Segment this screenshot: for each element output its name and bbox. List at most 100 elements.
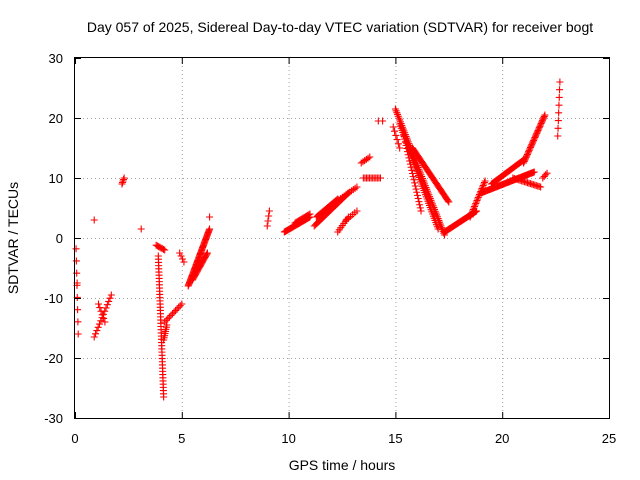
x-tick-label: 5 bbox=[178, 431, 185, 446]
data-point bbox=[263, 222, 271, 230]
y-axis-label: SDTVAR / TECUs bbox=[5, 182, 21, 294]
data-point bbox=[408, 166, 416, 174]
data-point bbox=[555, 93, 563, 101]
data-points bbox=[72, 78, 564, 401]
data-point bbox=[416, 201, 424, 209]
data-point bbox=[444, 197, 452, 205]
data-point bbox=[178, 300, 186, 308]
data-point bbox=[177, 252, 185, 260]
data-point bbox=[406, 157, 414, 165]
data-point bbox=[206, 213, 214, 221]
data-point bbox=[469, 207, 477, 215]
data-point bbox=[306, 210, 314, 218]
data-point bbox=[554, 124, 562, 132]
data-point bbox=[102, 304, 110, 312]
data-point bbox=[413, 188, 421, 196]
data-point bbox=[540, 112, 548, 120]
data-point bbox=[264, 217, 272, 225]
data-point bbox=[542, 171, 550, 179]
data-point bbox=[105, 297, 113, 305]
data-point bbox=[469, 206, 477, 213]
data-point bbox=[411, 182, 419, 190]
data-point bbox=[179, 255, 187, 263]
data-point bbox=[94, 300, 102, 308]
data-point bbox=[470, 204, 478, 212]
data-point bbox=[120, 174, 128, 182]
data-point bbox=[473, 197, 481, 204]
data-point bbox=[93, 327, 101, 335]
data-point bbox=[472, 200, 480, 207]
data-point bbox=[554, 117, 562, 125]
data-point bbox=[467, 210, 475, 218]
data-point bbox=[353, 183, 361, 191]
y-tick-label: 20 bbox=[49, 111, 63, 126]
tick-labels: 0 5 10 15 20 25 -30 -20 -10 0 10 20 30 bbox=[44, 51, 616, 446]
data-point bbox=[206, 225, 214, 233]
data-point bbox=[434, 225, 442, 233]
data-point bbox=[106, 294, 114, 302]
y-tick-label: -10 bbox=[44, 291, 63, 306]
data-point bbox=[406, 160, 414, 168]
data-point bbox=[74, 318, 82, 326]
data-point bbox=[161, 318, 169, 326]
x-tick-label: 10 bbox=[281, 431, 295, 446]
data-point bbox=[392, 131, 400, 139]
data-point bbox=[137, 225, 145, 233]
data-point bbox=[176, 249, 184, 257]
data-point bbox=[410, 176, 418, 184]
data-point bbox=[90, 333, 98, 341]
y-tick-label: 10 bbox=[49, 171, 63, 186]
data-point bbox=[474, 195, 482, 203]
x-tick-label: 0 bbox=[71, 431, 78, 446]
data-point bbox=[176, 302, 184, 310]
data-point bbox=[472, 198, 480, 206]
data-point bbox=[555, 101, 563, 109]
data-point bbox=[396, 144, 404, 152]
data-point bbox=[402, 141, 410, 149]
data-point bbox=[94, 323, 102, 331]
data-point bbox=[72, 245, 80, 253]
data-point bbox=[412, 185, 420, 193]
data-point bbox=[416, 204, 424, 212]
axis-ticks bbox=[75, 58, 610, 419]
data-point bbox=[400, 132, 408, 140]
data-point bbox=[161, 246, 169, 254]
data-point bbox=[393, 136, 401, 144]
data-point bbox=[556, 78, 564, 86]
data-point bbox=[414, 195, 422, 202]
x-axis-label: GPS time / hours bbox=[289, 457, 396, 473]
data-point bbox=[468, 209, 476, 216]
data-point bbox=[173, 305, 181, 313]
data-point bbox=[376, 174, 384, 182]
data-point bbox=[100, 314, 108, 322]
data-point bbox=[90, 216, 98, 224]
data-point bbox=[401, 138, 409, 146]
data-point bbox=[167, 311, 175, 319]
data-point bbox=[481, 177, 489, 185]
data-point bbox=[409, 173, 417, 181]
data-point bbox=[445, 198, 453, 206]
data-point bbox=[165, 313, 173, 321]
data-point bbox=[411, 179, 419, 187]
data-point bbox=[404, 151, 412, 159]
data-point bbox=[474, 194, 482, 201]
data-point bbox=[159, 245, 167, 253]
data-point bbox=[415, 198, 423, 206]
data-point bbox=[480, 179, 488, 186]
x-tick-label: 15 bbox=[388, 431, 402, 446]
data-point bbox=[164, 315, 172, 323]
data-point bbox=[305, 211, 313, 219]
y-tick-label: 30 bbox=[49, 51, 63, 66]
data-point bbox=[353, 207, 361, 215]
data-point bbox=[95, 320, 103, 328]
x-tick-label: 20 bbox=[495, 431, 509, 446]
data-point bbox=[543, 169, 551, 177]
data-point bbox=[265, 207, 273, 215]
data-point bbox=[391, 127, 399, 135]
data-point bbox=[405, 154, 413, 162]
data-point bbox=[530, 168, 538, 176]
data-point bbox=[379, 117, 387, 125]
data-point bbox=[203, 249, 211, 257]
data-point bbox=[162, 316, 170, 324]
